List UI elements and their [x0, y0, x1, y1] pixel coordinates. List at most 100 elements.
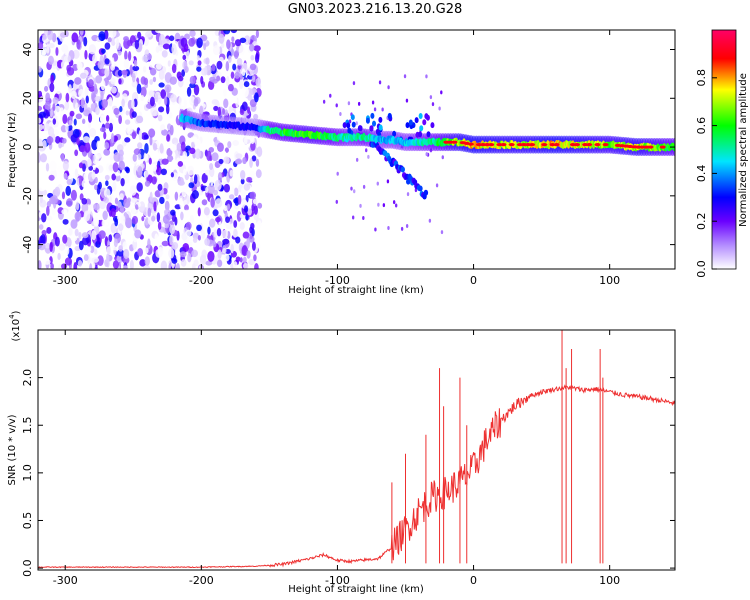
noise-speckle — [111, 173, 117, 181]
noise-speckle — [104, 142, 110, 149]
noise-speckle — [38, 260, 42, 269]
ridge-scatter — [378, 124, 383, 131]
noise-speckle — [49, 160, 57, 172]
ridge-branch — [423, 189, 429, 196]
noise-speckle — [137, 247, 144, 257]
noise-speckle — [144, 31, 153, 38]
noise-speckle — [248, 258, 255, 266]
noise-speckle — [178, 75, 184, 82]
noise-speckle — [189, 30, 196, 38]
noise-speckle — [218, 33, 225, 44]
noise-speckle — [255, 169, 262, 179]
noise-speckle — [38, 123, 44, 131]
noise-speckle — [100, 91, 104, 101]
noise-speckle — [62, 234, 68, 244]
noise-speckle — [108, 234, 113, 243]
svg-text:(x104): (x104) — [8, 310, 22, 341]
noise-speckle — [79, 145, 86, 153]
noise-speckle — [224, 254, 230, 262]
noise-speckle — [50, 195, 58, 204]
noise-speckle — [425, 74, 428, 79]
noise-speckle — [252, 198, 259, 205]
noise-speckle — [254, 263, 259, 269]
noise-speckle — [38, 117, 42, 124]
ridge-peak — [553, 143, 560, 147]
y-tick-label: 0.5 — [21, 512, 34, 530]
noise-speckle — [47, 126, 55, 137]
noise-speckle — [188, 37, 196, 47]
noise-speckle — [104, 228, 112, 236]
noise-speckle — [222, 248, 227, 254]
noise-speckle — [204, 169, 211, 176]
noise-speckle — [160, 260, 168, 269]
noise-speckle — [381, 107, 384, 112]
noise-speckle — [44, 243, 51, 249]
noise-speckle — [183, 199, 188, 206]
noise-speckle — [241, 68, 246, 77]
noise-speckle — [62, 218, 69, 225]
noise-speckle — [85, 95, 89, 104]
noise-speckle — [73, 262, 78, 269]
x-tick-label: -200 — [189, 574, 214, 587]
snr-multiplier: (x104) — [8, 310, 22, 341]
noise-speckle — [171, 43, 177, 55]
noise-speckle — [183, 43, 189, 52]
noise-speckle — [50, 263, 54, 269]
noise-speckle — [233, 97, 238, 104]
noise-speckle — [181, 186, 187, 198]
noise-speckle — [429, 95, 433, 100]
noise-speckle — [64, 257, 73, 266]
noise-speckle — [152, 76, 157, 83]
noise-speckle — [255, 30, 259, 39]
noise-speckle — [131, 98, 135, 109]
noise-speckle — [164, 200, 170, 212]
ridge-scatter — [372, 120, 377, 127]
noise-speckle — [144, 247, 149, 254]
noise-speckle — [131, 131, 137, 140]
noise-speckle — [178, 96, 182, 106]
noise-speckle — [93, 83, 98, 93]
y-tick-label: -20 — [21, 187, 34, 205]
noise-speckle — [74, 168, 79, 178]
noise-speckle — [46, 226, 52, 234]
colorbar: 0.0 0.2 0.4 0.6 0.8 Normalized spectral ampl… — [695, 29, 749, 278]
y-tick-label: 0 — [21, 144, 34, 151]
ridge-scatter — [369, 125, 374, 132]
noise-speckle — [188, 60, 194, 66]
noise-speckle — [237, 194, 242, 205]
noise-speckle — [109, 155, 114, 161]
noise-speckle — [99, 115, 106, 124]
y-tick-label: 1.5 — [21, 416, 34, 434]
noise-speckle — [414, 188, 418, 193]
noise-speckle — [223, 88, 227, 97]
noise-speckle — [117, 69, 123, 77]
noise-speckle — [352, 81, 356, 86]
noise-speckle — [158, 106, 165, 113]
noise-speckle — [105, 180, 109, 187]
noise-speckle — [143, 170, 149, 178]
noise-speckle — [205, 260, 213, 266]
noise-speckle — [137, 31, 142, 39]
noise-speckle — [160, 124, 166, 131]
noise-speckle — [153, 201, 157, 212]
noise-speckle — [243, 205, 249, 213]
noise-speckle — [149, 79, 154, 85]
noise-speckle — [53, 105, 62, 117]
noise-speckle — [99, 127, 106, 133]
noise-speckle — [425, 152, 428, 157]
noise-speckle — [251, 155, 257, 162]
noise-speckle — [230, 30, 238, 34]
noise-speckle — [382, 203, 386, 208]
noise-speckle — [223, 183, 230, 193]
noise-speckle — [75, 102, 79, 111]
noise-speckle — [144, 217, 149, 226]
noise-speckle — [84, 86, 89, 98]
noise-speckle — [188, 96, 196, 104]
noise-speckle — [183, 98, 187, 109]
ridge-scatter — [365, 117, 370, 124]
noise-speckle — [253, 205, 258, 215]
noise-speckle — [118, 223, 124, 231]
noise-speckle — [103, 131, 107, 140]
noise-speckle — [213, 229, 218, 238]
noise-speckle — [221, 229, 229, 239]
